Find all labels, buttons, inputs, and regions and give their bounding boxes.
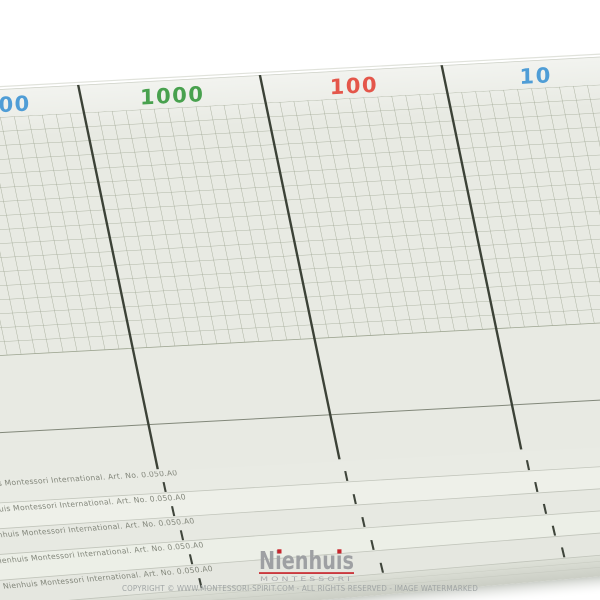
column-divider-3 <box>440 65 523 450</box>
top-sheet-edge <box>0 43 600 100</box>
logo-underline <box>259 572 354 574</box>
column-header-1000: 1000 <box>138 81 207 109</box>
logo-montessori-subtitle: MONTESSORI <box>260 576 353 583</box>
column-header-100: 100 <box>327 72 380 99</box>
grid-squares <box>0 80 600 361</box>
pad-shadow <box>0 545 600 600</box>
column-header-10000: 10000 <box>0 91 33 120</box>
copyright-watermark: COPYRIGHT © WWW.MONTESSORI-SPIRIT.COM - … <box>122 583 478 593</box>
pad-back-edge-highlight <box>0 40 600 98</box>
column-header-10: 10 <box>517 63 554 89</box>
watermark-overlay: Nienhuis MONTESSORI COPYRIGHT © WWW.MONT… <box>122 546 478 593</box>
footer-rule <box>0 391 600 437</box>
logo-i-dot-2 <box>337 549 342 554</box>
grid-bottom-line <box>0 315 600 361</box>
pad-side-face <box>0 524 600 600</box>
logo-i-dot-1 <box>277 549 282 554</box>
column-divider-2 <box>258 74 341 460</box>
top-sheet: 10000 1000 100 10 <box>0 40 600 486</box>
column-divider-1 <box>76 84 159 470</box>
